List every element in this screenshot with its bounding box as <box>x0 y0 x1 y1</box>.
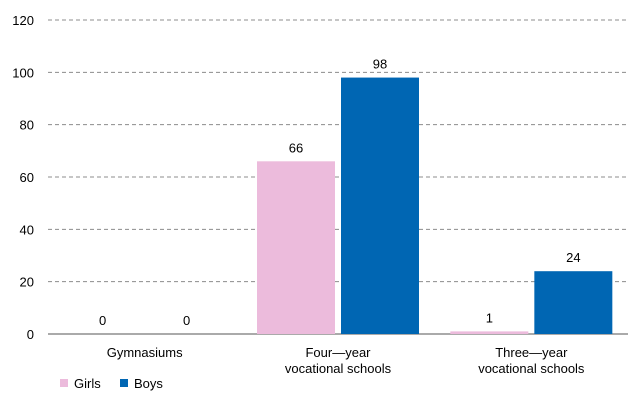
data-labels: 0 0 66 98 1 24 <box>99 57 581 328</box>
y-tick-label: 80 <box>20 118 34 133</box>
y-tick-label: 40 <box>20 222 34 237</box>
legend: Girls Boys <box>60 376 163 391</box>
data-label: 0 <box>99 313 106 328</box>
data-label: 1 <box>486 310 493 325</box>
bar-girls-1 <box>257 161 335 334</box>
category-label: Gymnasiums <box>107 345 183 360</box>
bar-boys-1 <box>341 77 419 335</box>
y-axis-ticks: 0 20 40 60 80 100 120 <box>12 13 34 342</box>
legend-label-boys: Boys <box>134 376 163 391</box>
legend-swatch-girls <box>60 379 68 387</box>
gridlines <box>48 19 628 335</box>
data-label: 0 <box>183 313 190 328</box>
legend-label-girls: Girls <box>74 376 101 391</box>
y-tick-label: 120 <box>12 13 34 28</box>
bar-boys-2 <box>534 271 613 334</box>
category-label: vocational schools <box>285 361 392 376</box>
data-label: 66 <box>289 140 303 155</box>
category-label: Three—year <box>495 345 568 360</box>
category-label: Four—year <box>305 345 371 360</box>
y-tick-label: 60 <box>20 170 34 185</box>
y-tick-label: 0 <box>27 327 34 342</box>
legend-swatch-boys <box>120 379 128 387</box>
y-tick-label: 100 <box>12 65 34 80</box>
data-label: 98 <box>373 57 387 72</box>
data-label: 24 <box>566 250 580 265</box>
bars <box>257 77 613 335</box>
bar-girls-2 <box>450 331 529 334</box>
category-label: vocational schools <box>478 361 585 376</box>
y-tick-label: 20 <box>20 275 34 290</box>
